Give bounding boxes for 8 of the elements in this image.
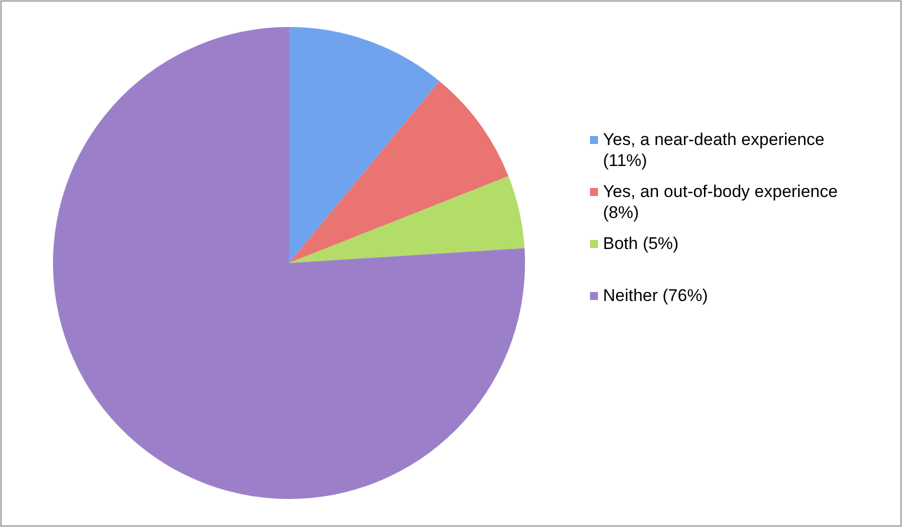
pie-slice <box>289 81 508 263</box>
pie-slice <box>289 27 440 263</box>
legend-label: Both (5%) <box>603 234 679 253</box>
legend-label: Neither (76%) <box>603 286 708 305</box>
legend-label: Yes, an out-of-body experience (8%) <box>603 182 838 222</box>
pie-slice <box>53 27 525 499</box>
legend-label: Yes, a near-death experience (11%) <box>603 130 824 170</box>
pie-slice <box>289 176 525 263</box>
